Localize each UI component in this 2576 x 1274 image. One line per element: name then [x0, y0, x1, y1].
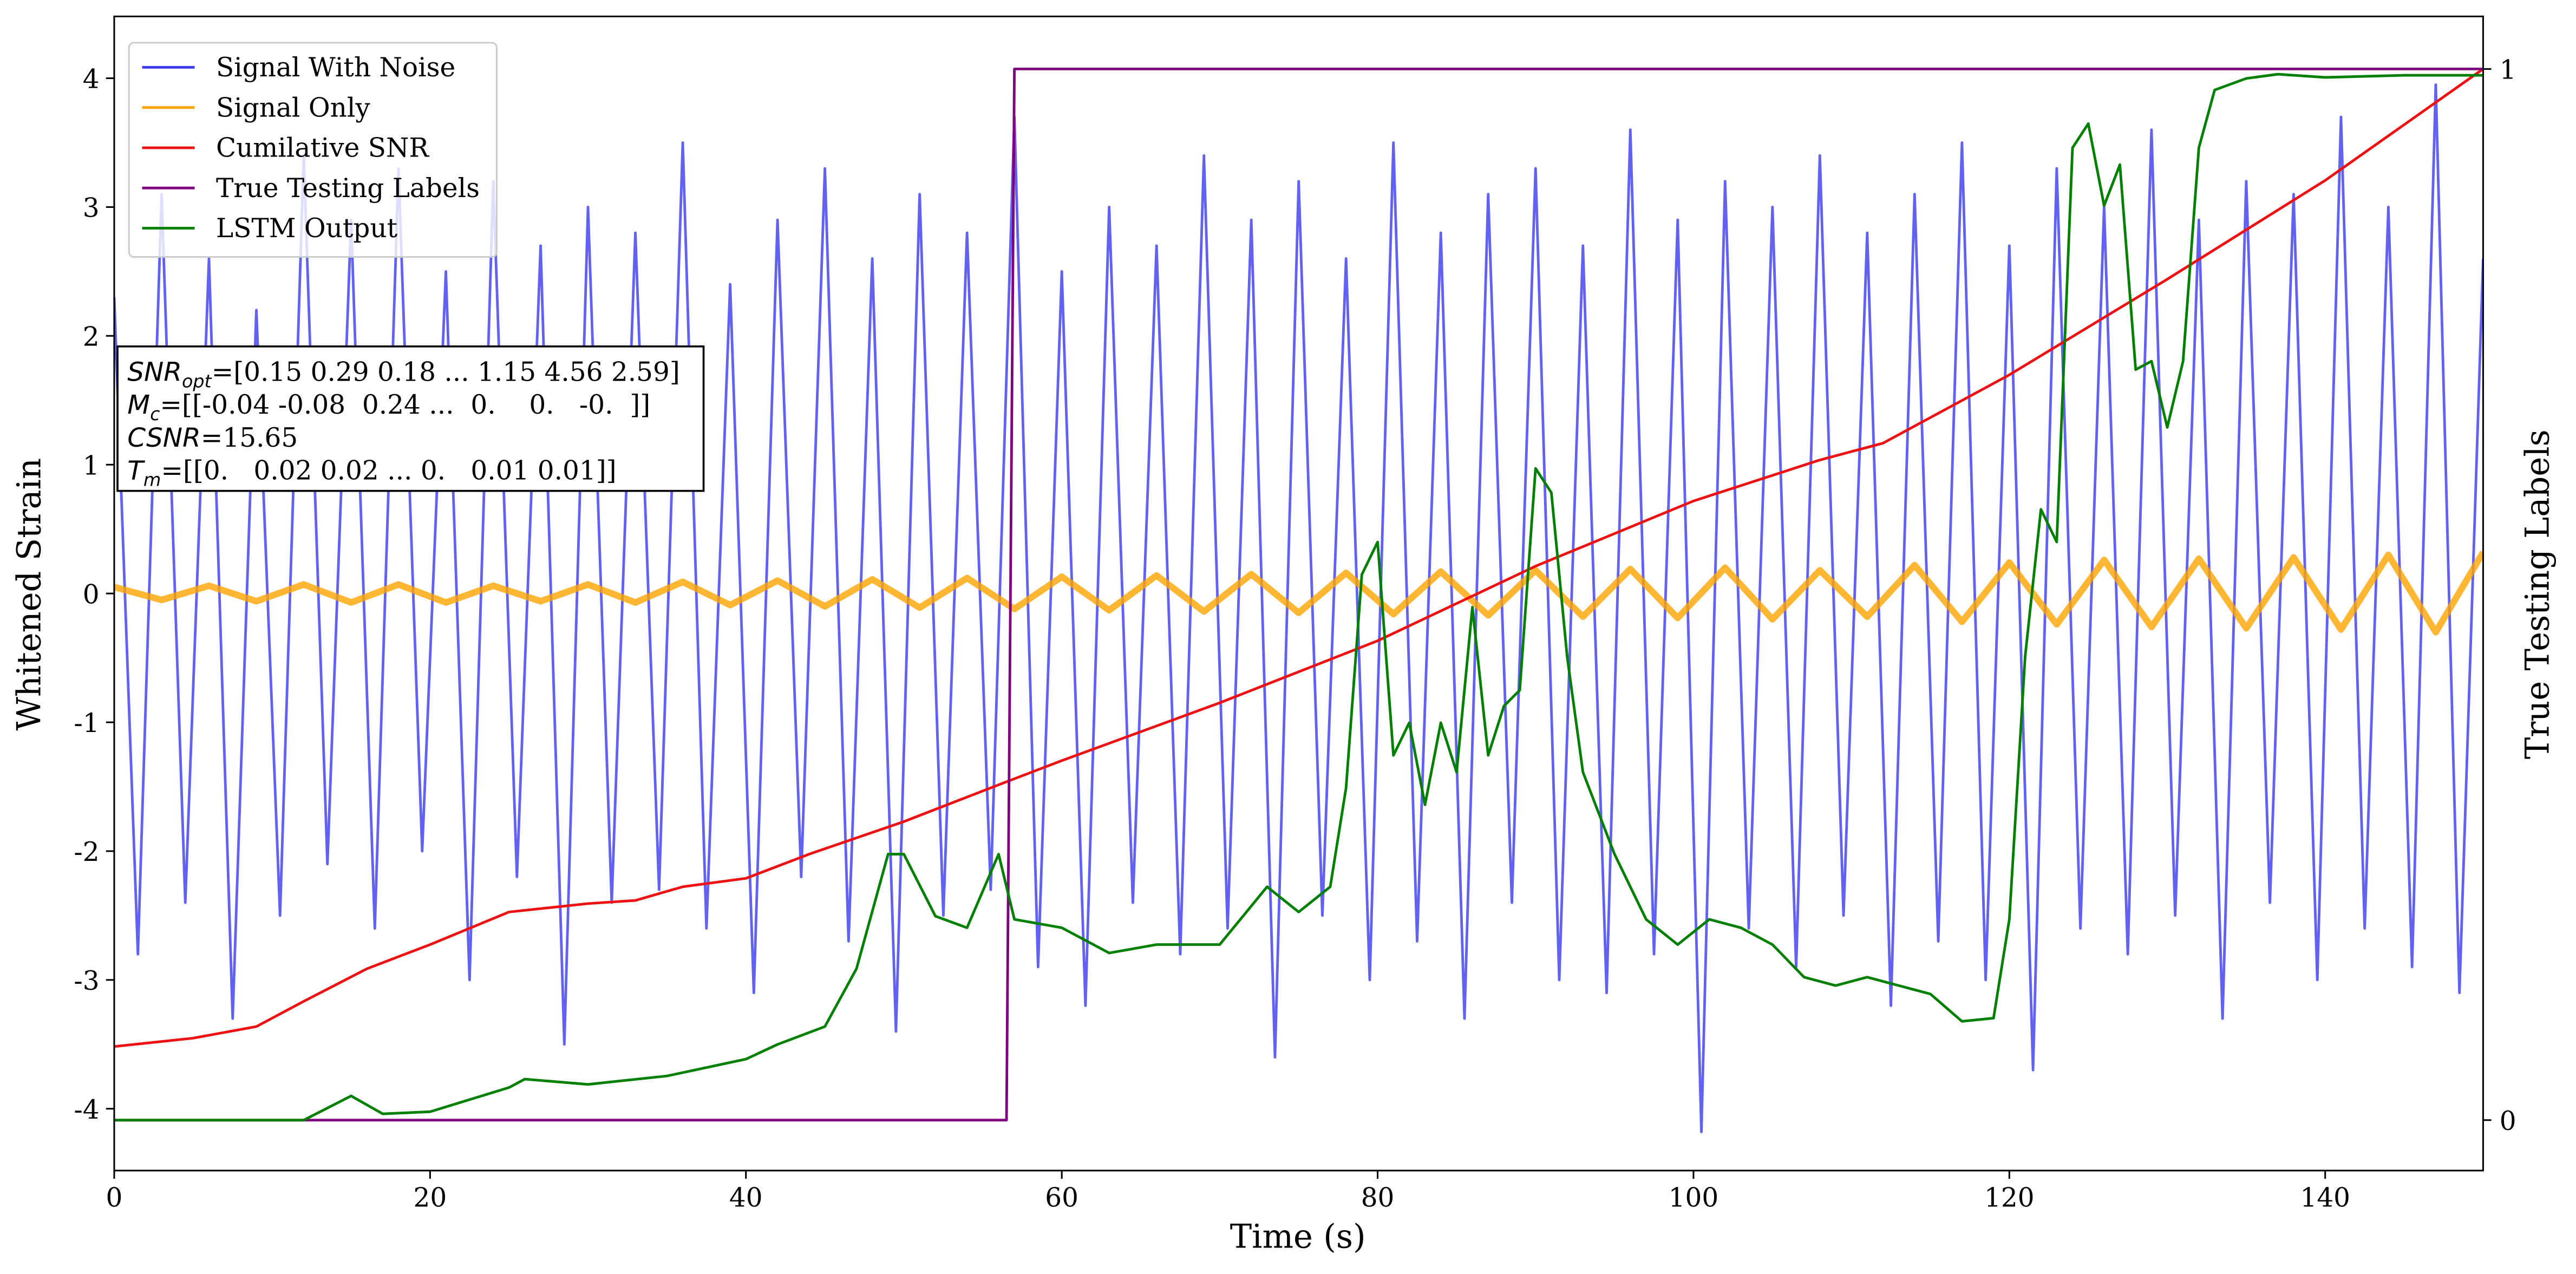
annotation-symbol: M — [127, 390, 150, 420]
y-tick-label: -2 — [74, 837, 99, 867]
y-tick-label: -4 — [74, 1095, 99, 1125]
legend-box — [128, 42, 498, 258]
x-tick-label: 100 — [1669, 1183, 1719, 1213]
annotation-text: =[[-0.04 -0.08 0.24 ... 0. 0. -0. ]] — [160, 390, 650, 420]
y-tick-label: -1 — [74, 708, 99, 739]
series-line — [114, 83, 2483, 1134]
annotation-line: SNRopt=[0.15 0.29 0.18 ... 1.15 4.56 2.5… — [127, 357, 680, 391]
series-line — [114, 68, 2483, 1048]
y-tick-label: 1 — [83, 450, 100, 481]
series-line — [114, 73, 2483, 1122]
x-tick-label: 80 — [1361, 1183, 1395, 1213]
annotation-text: =[0.15 0.29 0.18 ... 1.15 4.56 2.59] — [212, 357, 680, 387]
annotation-symbol: CSNR — [127, 423, 201, 453]
annotation-line: CSNR=15.65 — [127, 423, 298, 453]
legend-label: Cumilative SNR — [216, 133, 429, 164]
annotation-text: =15.65 — [201, 423, 298, 453]
x-tick-label: 60 — [1045, 1183, 1078, 1213]
y-tick-label: 4 — [83, 64, 100, 95]
annotation-symbol: SNR — [127, 357, 182, 387]
annotation-box: SNRopt=[0.15 0.29 0.18 ... 1.15 4.56 2.5… — [116, 345, 705, 492]
annotation-line: Mc=[[-0.04 -0.08 0.24 ... 0. 0. -0. ]] — [127, 390, 650, 424]
x-tick-label: 0 — [106, 1183, 123, 1213]
legend-label: Signal Only — [216, 93, 370, 123]
x-tick-label: 140 — [2300, 1183, 2350, 1213]
legend-label: LSTM Output — [216, 213, 398, 244]
y2-tick-label: 0 — [2500, 1106, 2516, 1136]
y-tick-label: 3 — [83, 193, 100, 224]
annotation-symbol: T — [127, 455, 145, 486]
x-tick-label: 20 — [414, 1183, 447, 1213]
annotation-subscript: m — [143, 469, 161, 491]
annotation-subscript: opt — [182, 371, 213, 392]
annotation-text: =[[0. 0.02 0.02 ... 0. 0.01 0.01]] — [161, 455, 616, 486]
y-tick-label: -3 — [74, 966, 99, 996]
annotation-line: Tm=[[0. 0.02 0.02 ... 0. 0.01 0.01]] — [127, 455, 616, 490]
plot-area — [114, 67, 2483, 1134]
legend: Signal With Noise Signal Only Cumilative S… — [128, 42, 498, 258]
y2-tick-label: 1 — [2500, 55, 2516, 86]
annotation-subscript: c — [150, 403, 160, 424]
y2-axis-label: True Testing Labels — [2519, 429, 2557, 759]
y-axis-label: Whitened Strain — [11, 458, 49, 730]
series-line — [114, 550, 2483, 636]
legend-label: Signal With Noise — [216, 53, 455, 83]
x-axis-label: Time (s) — [1230, 1218, 1366, 1256]
annotation-frame — [116, 345, 705, 492]
y-tick-label: 2 — [83, 322, 100, 352]
x-tick-label: 40 — [729, 1183, 763, 1213]
series-line — [114, 67, 2483, 1122]
x-tick-label: 120 — [1984, 1183, 2035, 1213]
legend-label: True Testing Labels — [216, 173, 480, 204]
y-tick-label: 0 — [83, 579, 100, 610]
